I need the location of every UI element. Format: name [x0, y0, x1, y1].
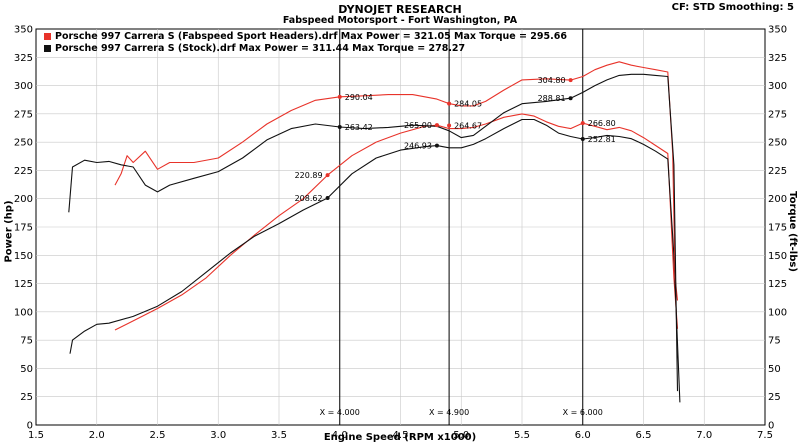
- legend-text-headers: Porsche 997 Carrera S (Fabspeed Sport He…: [55, 31, 567, 42]
- data-point-marker: [447, 101, 452, 106]
- x-tick-label: 7.0: [696, 430, 712, 441]
- data-label: 220.89: [295, 171, 323, 180]
- data-point-marker: [568, 78, 573, 83]
- cursor-label: X = 4.000: [320, 408, 360, 417]
- data-label: 264.67: [454, 122, 482, 131]
- y-tick-label-left: 350: [14, 25, 33, 36]
- series-line-3: [68, 73, 679, 392]
- settings-readout: CF: STD Smoothing: 5: [671, 2, 794, 13]
- data-label: 252.81: [588, 135, 616, 144]
- x-tick-label: 2.0: [89, 430, 105, 441]
- y-axis-title-right: Torque (ft-lbs): [786, 191, 798, 272]
- x-tick-label: 4.0: [332, 430, 348, 441]
- y-tick-label-right: 350: [768, 25, 787, 36]
- data-label: 246.93: [404, 142, 432, 151]
- y-tick-label-left: 225: [14, 166, 33, 177]
- data-point-marker: [325, 196, 330, 201]
- x-tick-label: 5.5: [514, 430, 530, 441]
- x-tick-label: 6.0: [575, 430, 591, 441]
- y-tick-label-left: 0: [27, 421, 33, 432]
- data-point-marker: [325, 173, 330, 178]
- legend-entry-headers: Porsche 997 Carrera S (Fabspeed Sport He…: [43, 31, 567, 43]
- y-tick-label-left: 300: [14, 81, 33, 92]
- data-label: 266.80: [588, 119, 616, 128]
- data-label: 208.62: [295, 194, 323, 203]
- y-tick-label-right: 0: [768, 421, 774, 432]
- x-tick-label: 7.5: [757, 430, 773, 441]
- series-line-1: [69, 118, 681, 403]
- data-label: 284.05: [454, 100, 482, 109]
- y-tick-label-left: 275: [14, 109, 33, 120]
- y-tick-label-right: 275: [768, 109, 787, 120]
- y-tick-label-left: 150: [14, 251, 33, 262]
- x-tick-label: 2.5: [150, 430, 166, 441]
- y-tick-label-right: 325: [768, 53, 787, 64]
- y-tick-label-left: 175: [14, 223, 33, 234]
- data-point-marker: [337, 124, 342, 129]
- legend: Porsche 997 Carrera S (Fabspeed Sport He…: [43, 31, 567, 55]
- x-tick-label: 3.0: [210, 430, 226, 441]
- y-tick-label-right: 100: [768, 307, 787, 318]
- data-point-marker: [580, 121, 585, 126]
- y-tick-label-right: 300: [768, 81, 787, 92]
- y-tick-label-left: 325: [14, 53, 33, 64]
- y-axis-title-left: Power (hp): [3, 200, 15, 263]
- x-tick-label: 3.5: [271, 430, 287, 441]
- y-tick-label-right: 175: [768, 223, 787, 234]
- chart-subtitle: Fabspeed Motorsport - Fort Washington, P…: [282, 15, 518, 26]
- cursor-label: X = 4.900: [429, 408, 469, 417]
- y-tick-label-left: 25: [20, 392, 33, 403]
- data-point-marker: [434, 123, 439, 128]
- y-tick-label-right: 250: [768, 138, 787, 149]
- y-tick-label-right: 25: [768, 392, 781, 403]
- chart-title: DYNOJET RESEARCH: [338, 3, 462, 16]
- x-tick-label: 4.5: [393, 430, 409, 441]
- cursor-label: X = 6.000: [563, 408, 603, 417]
- y-tick-label-left: 200: [14, 194, 33, 205]
- y-tick-label-left: 250: [14, 138, 33, 149]
- y-tick-label-left: 50: [20, 364, 33, 375]
- y-tick-label-right: 50: [768, 364, 781, 375]
- legend-entry-stock: Porsche 997 Carrera S (Stock).drf Max Po…: [43, 43, 567, 55]
- x-tick-label: 5.0: [453, 430, 469, 441]
- y-tick-label-right: 125: [768, 279, 787, 290]
- y-tick-label-left: 100: [14, 307, 33, 318]
- data-label: 304.80: [538, 76, 566, 85]
- x-tick-label: 1.5: [28, 430, 44, 441]
- x-axis-title: Engine Speed (RPM x1000): [323, 432, 477, 443]
- data-label: 288.81: [538, 94, 566, 103]
- y-tick-label-right: 200: [768, 194, 787, 205]
- data-point-marker: [434, 143, 439, 148]
- legend-text-stock: Porsche 997 Carrera S (Stock).drf Max Po…: [55, 43, 466, 54]
- data-point-marker: [447, 123, 452, 128]
- legend-swatch-stock: [44, 45, 51, 52]
- legend-swatch-headers: [44, 33, 51, 40]
- data-label: 265.00: [404, 121, 432, 130]
- y-tick-label-right: 225: [768, 166, 787, 177]
- y-tick-label-right: 75: [768, 336, 781, 347]
- data-point-marker: [580, 136, 585, 141]
- data-label: 263.42: [345, 123, 373, 132]
- y-tick-label-left: 125: [14, 279, 33, 290]
- data-point-marker: [337, 94, 342, 99]
- y-tick-label-right: 150: [768, 251, 787, 262]
- y-tick-label-left: 75: [20, 336, 33, 347]
- x-tick-label: 6.5: [636, 430, 652, 441]
- data-point-marker: [568, 96, 573, 101]
- data-label: 290.04: [345, 93, 373, 102]
